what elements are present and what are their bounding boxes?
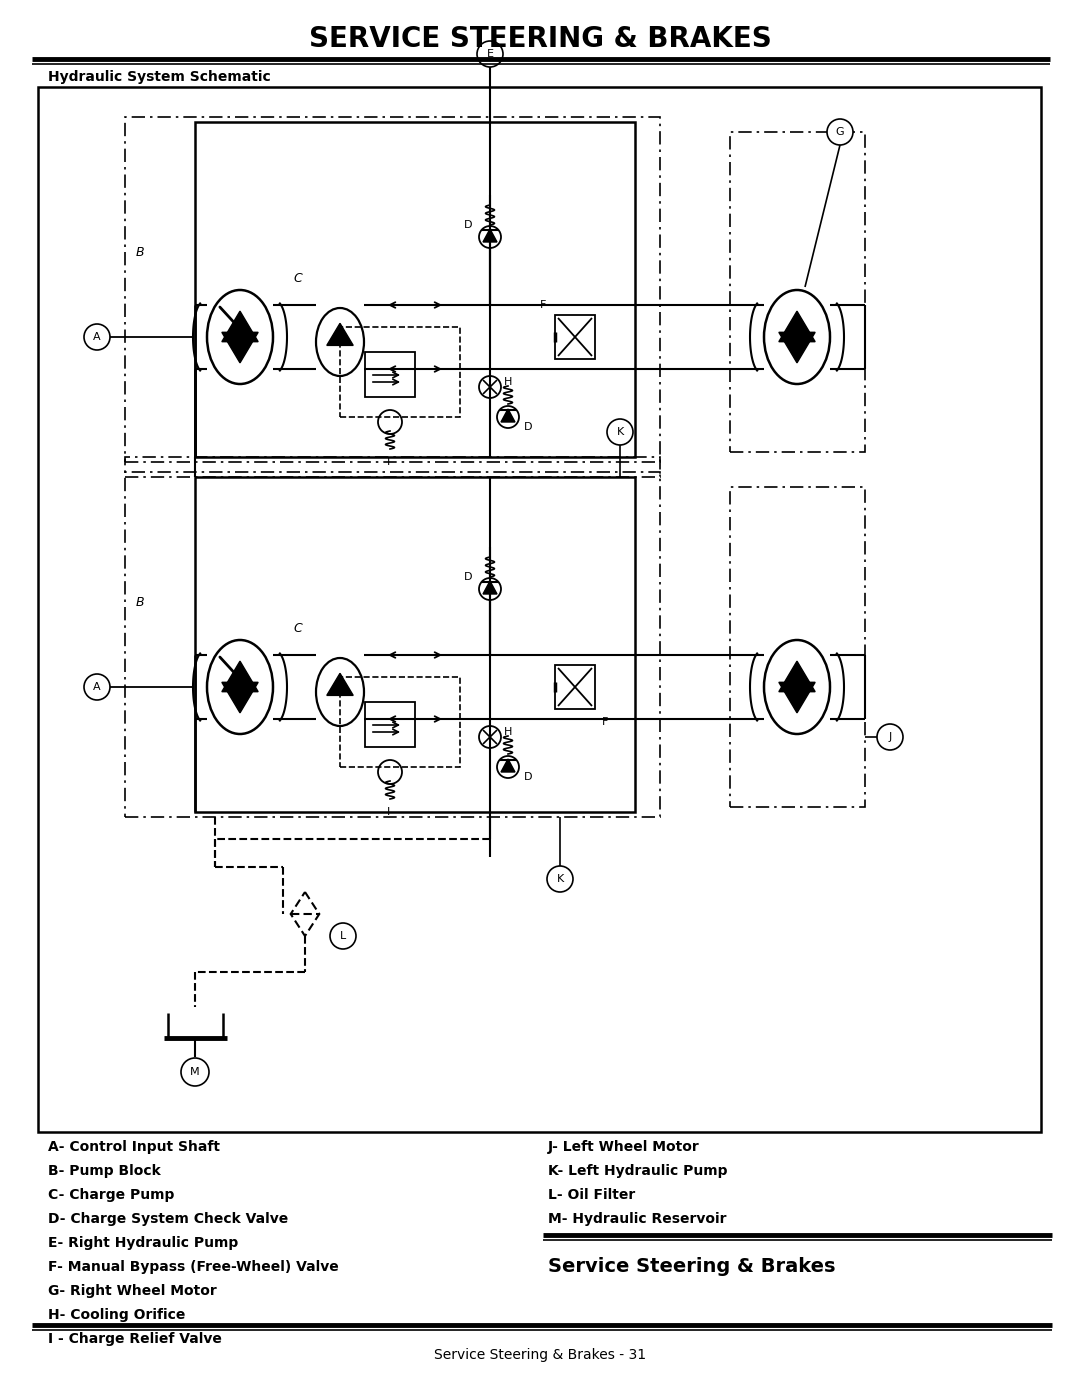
Circle shape <box>480 726 501 747</box>
Polygon shape <box>779 682 815 712</box>
Text: E: E <box>486 49 494 59</box>
Circle shape <box>84 673 110 700</box>
Text: J- Left Wheel Motor: J- Left Wheel Motor <box>548 1140 700 1154</box>
Text: H: H <box>503 377 512 387</box>
Bar <box>340 327 460 416</box>
Bar <box>730 488 865 807</box>
Text: J: J <box>889 732 892 742</box>
Text: G: G <box>836 127 845 137</box>
Circle shape <box>378 760 402 784</box>
Polygon shape <box>501 759 515 773</box>
Polygon shape <box>221 332 258 363</box>
Bar <box>555 314 595 359</box>
Text: SERVICE STEERING & BRAKES: SERVICE STEERING & BRAKES <box>309 25 771 53</box>
Ellipse shape <box>207 291 273 384</box>
Text: M: M <box>190 1067 200 1077</box>
Circle shape <box>330 923 356 949</box>
Circle shape <box>477 41 503 67</box>
Text: C: C <box>294 272 302 285</box>
Circle shape <box>877 724 903 750</box>
Text: H: H <box>503 726 512 738</box>
Text: I: I <box>387 457 390 467</box>
Text: D: D <box>524 422 532 432</box>
Polygon shape <box>221 312 258 342</box>
Text: Hydraulic System Schematic: Hydraulic System Schematic <box>48 70 271 84</box>
Text: E- Right Hydraulic Pump: E- Right Hydraulic Pump <box>48 1236 239 1250</box>
Text: C: C <box>294 623 302 636</box>
Circle shape <box>497 756 519 778</box>
Polygon shape <box>501 409 515 422</box>
Ellipse shape <box>316 658 364 726</box>
Text: A- Control Input Shaft: A- Control Input Shaft <box>48 1140 220 1154</box>
Text: D- Charge System Check Valve: D- Charge System Check Valve <box>48 1213 288 1227</box>
Circle shape <box>378 409 402 434</box>
Circle shape <box>546 866 573 893</box>
Text: Service Steering & Brakes - 31: Service Steering & Brakes - 31 <box>434 1348 646 1362</box>
Text: L: L <box>340 930 346 942</box>
Polygon shape <box>327 323 353 345</box>
Ellipse shape <box>764 640 831 733</box>
Polygon shape <box>483 581 497 594</box>
Ellipse shape <box>207 640 273 733</box>
Text: B: B <box>136 246 145 258</box>
Polygon shape <box>221 661 258 692</box>
Bar <box>195 122 635 457</box>
Ellipse shape <box>316 307 364 376</box>
Text: K: K <box>617 427 623 437</box>
Polygon shape <box>779 312 815 342</box>
Text: L- Oil Filter: L- Oil Filter <box>548 1187 635 1201</box>
Polygon shape <box>221 682 258 712</box>
Bar <box>555 665 595 710</box>
Text: D: D <box>524 773 532 782</box>
Polygon shape <box>779 332 815 363</box>
Text: M- Hydraulic Reservoir: M- Hydraulic Reservoir <box>548 1213 727 1227</box>
Bar <box>730 131 865 453</box>
Bar <box>125 472 660 817</box>
Circle shape <box>181 1058 210 1085</box>
Bar <box>365 352 415 397</box>
Text: I - Charge Relief Valve: I - Charge Relief Valve <box>48 1331 221 1345</box>
Circle shape <box>607 419 633 446</box>
Bar <box>125 457 660 476</box>
Text: D: D <box>463 219 472 231</box>
Polygon shape <box>779 661 815 692</box>
Text: F: F <box>540 300 546 310</box>
Circle shape <box>84 324 110 351</box>
Text: G- Right Wheel Motor: G- Right Wheel Motor <box>48 1284 217 1298</box>
Bar <box>125 117 660 462</box>
Circle shape <box>480 578 501 599</box>
Text: F: F <box>602 717 608 726</box>
Bar <box>340 678 460 767</box>
Text: Service Steering & Brakes: Service Steering & Brakes <box>548 1257 836 1277</box>
Polygon shape <box>291 893 320 936</box>
Ellipse shape <box>764 291 831 384</box>
Text: K- Left Hydraulic Pump: K- Left Hydraulic Pump <box>548 1164 728 1178</box>
Polygon shape <box>483 229 497 242</box>
Text: A: A <box>93 332 100 342</box>
Bar <box>38 87 1041 1132</box>
Text: F- Manual Bypass (Free-Wheel) Valve: F- Manual Bypass (Free-Wheel) Valve <box>48 1260 339 1274</box>
Text: B: B <box>136 595 145 609</box>
Text: I: I <box>387 807 390 817</box>
Circle shape <box>480 376 501 398</box>
Text: D: D <box>463 571 472 583</box>
Text: K: K <box>556 875 564 884</box>
Bar <box>365 703 415 747</box>
Bar <box>195 476 635 812</box>
Circle shape <box>827 119 853 145</box>
Text: H- Cooling Orifice: H- Cooling Orifice <box>48 1308 186 1322</box>
Circle shape <box>480 226 501 249</box>
Text: A: A <box>93 682 100 692</box>
Polygon shape <box>327 673 353 696</box>
Text: B- Pump Block: B- Pump Block <box>48 1164 161 1178</box>
Text: C- Charge Pump: C- Charge Pump <box>48 1187 174 1201</box>
Circle shape <box>497 407 519 427</box>
